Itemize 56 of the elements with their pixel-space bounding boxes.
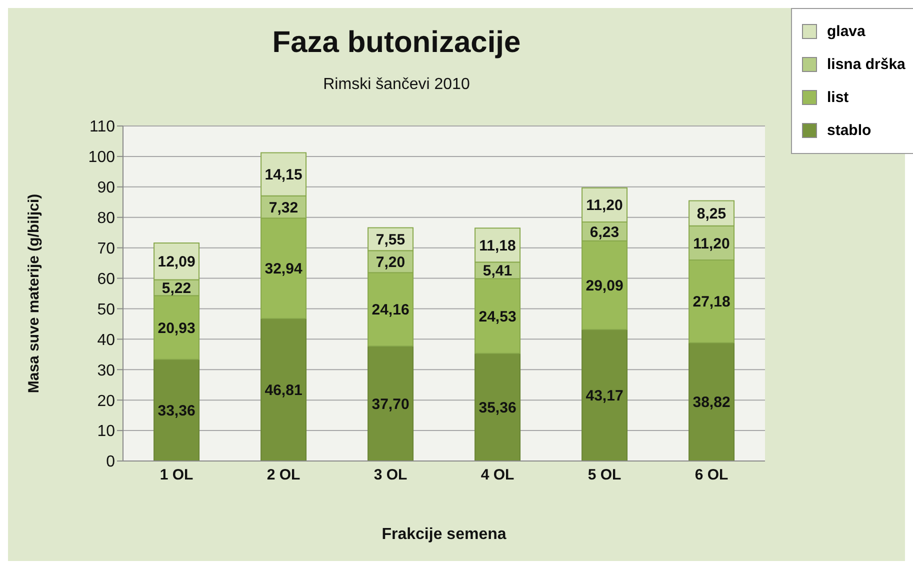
bar: [154, 358, 200, 461]
y-tick-label: 50: [97, 301, 116, 318]
y-tick-label: 60: [97, 270, 116, 288]
legend-label: glava: [827, 23, 866, 40]
x-tick-label: 1 OL: [160, 466, 194, 484]
y-tick-label: 10: [97, 423, 116, 440]
data-label: 37,70: [372, 396, 410, 413]
y-tick-label: 70: [97, 240, 116, 258]
data-label: 46,81: [264, 382, 302, 400]
data-label: 38,82: [692, 394, 730, 412]
chart-title: Faza butonizacije: [271, 26, 522, 60]
data-label: 12,09: [158, 254, 196, 271]
data-label: 5,41: [482, 262, 512, 280]
x-axis-title: Frakcije semena: [382, 526, 506, 543]
y-tick-label: 20: [97, 392, 116, 410]
y-tick-label: 30: [97, 362, 116, 380]
x-tick-label: 4 OL: [480, 466, 514, 484]
legend-label: lisna drška: [827, 56, 906, 73]
bar: [260, 318, 307, 461]
y-tick-label: 40: [97, 332, 116, 349]
data-label: 33,36: [158, 402, 196, 420]
y-tick-label: 0: [106, 454, 116, 471]
data-label: 11,20: [586, 197, 623, 214]
data-label: 20,93: [158, 320, 196, 337]
y-tick-label: 80: [97, 210, 116, 228]
data-label: 43,17: [586, 388, 624, 405]
data-label: 32,94: [264, 260, 303, 278]
data-label: 7,32: [268, 199, 298, 216]
x-tick-label: 3 OL: [374, 466, 408, 484]
bar: [688, 342, 735, 461]
y-axis-title: Masa suve materije (g/biljci): [25, 194, 42, 394]
y-tick-label: 100: [88, 149, 116, 166]
bar: [582, 329, 628, 461]
data-label: 35,36: [478, 399, 516, 416]
chart-subtitle: Rimski šančevi 2010: [322, 76, 471, 94]
bar: [474, 352, 521, 461]
data-label: 24,53: [478, 308, 516, 326]
y-tick-label: 110: [89, 118, 116, 136]
legend-label: stablo: [827, 122, 872, 139]
data-label: 29,09: [586, 278, 624, 295]
data-label: 7,55: [376, 232, 406, 249]
data-label: 8,25: [696, 206, 726, 223]
x-tick-label: 2 OL: [266, 466, 300, 484]
x-tick-label: 6 OL: [694, 466, 728, 484]
data-label: 7,20: [376, 254, 406, 271]
data-label: 14,15: [264, 166, 302, 184]
x-tick-label: 5 OL: [588, 466, 622, 484]
legend-label: list: [827, 89, 849, 106]
data-label: 5,22: [162, 280, 192, 298]
y-tick-label: 90: [97, 180, 116, 197]
data-label: 27,18: [692, 294, 730, 311]
bar: [368, 346, 414, 461]
data-label: 11,20: [693, 235, 730, 252]
data-label: 6,23: [590, 224, 620, 241]
data-label: 11,18: [479, 237, 516, 254]
data-label: 24,16: [372, 302, 410, 319]
